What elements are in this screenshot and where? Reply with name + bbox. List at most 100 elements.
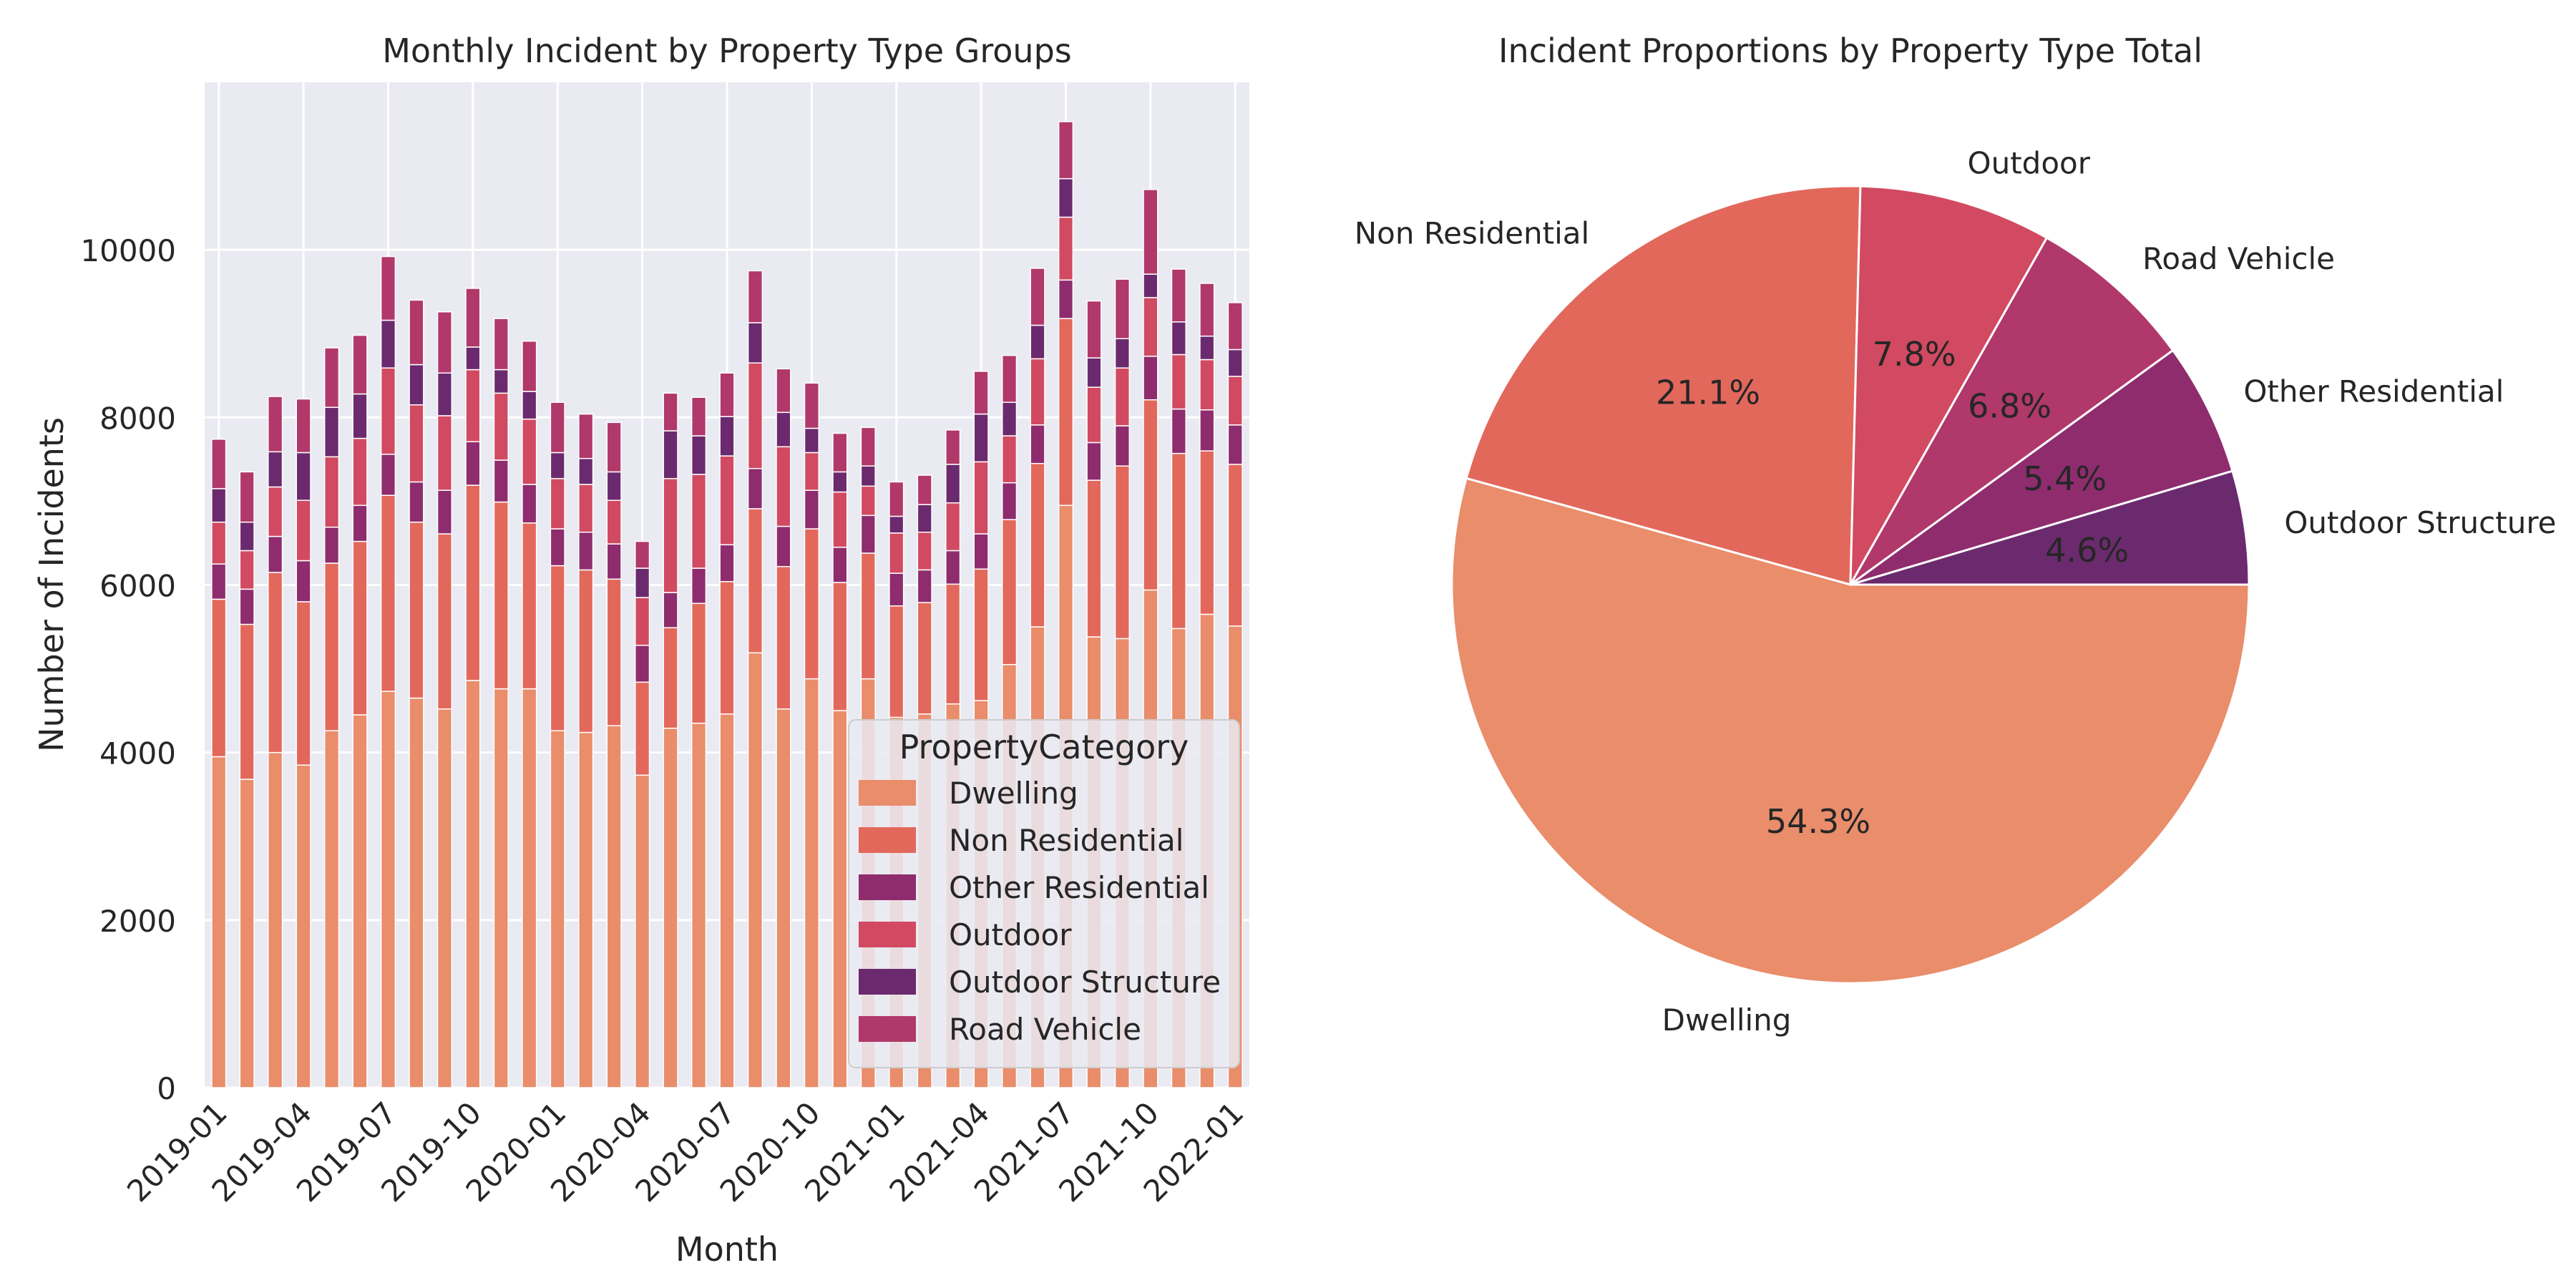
bar-segment-other-residential bbox=[578, 531, 594, 571]
bar-segment-other-residential bbox=[211, 563, 227, 600]
bar-segment-non-residential bbox=[635, 681, 650, 776]
bar-segment-outdoor-structure bbox=[211, 488, 227, 523]
bar-segment-other-residential bbox=[635, 645, 650, 683]
legend-swatch-road-vehicle bbox=[859, 1016, 916, 1042]
bar-segment-non-residential bbox=[239, 623, 255, 780]
bar-segment-other-residential bbox=[1001, 482, 1018, 520]
bar-segment-outdoor bbox=[832, 491, 848, 548]
bar-segment-road-vehicle bbox=[380, 255, 396, 321]
bar-segment-non-residential bbox=[1001, 519, 1018, 665]
bar-segment-dwelling bbox=[239, 779, 255, 1088]
pie-category-label-dwelling: Dwelling bbox=[1662, 1002, 1792, 1038]
bar-segment-road-vehicle bbox=[691, 396, 707, 436]
bar-segment-road-vehicle bbox=[917, 474, 932, 505]
bar-segment-outdoor bbox=[1058, 216, 1074, 281]
bar-segment-dwelling bbox=[522, 688, 537, 1088]
bar-segment-other-residential bbox=[945, 550, 961, 585]
bar-segment-road-vehicle bbox=[522, 341, 537, 392]
pie-pct-label-outdoor: 7.8% bbox=[1873, 335, 1956, 374]
bar-segment-other-residential bbox=[1143, 356, 1158, 401]
bar-segment-road-vehicle bbox=[747, 270, 763, 323]
bar-segment-non-residential bbox=[578, 569, 594, 733]
bar-segment-other-residential bbox=[296, 560, 311, 602]
bar-segment-dwelling bbox=[719, 713, 735, 1088]
bar-segment-non-residential bbox=[1227, 464, 1243, 627]
pie-category-label-road-vehicle: Road Vehicle bbox=[2142, 241, 2335, 276]
bar-segment-dwelling bbox=[323, 730, 340, 1088]
bar-segment-outdoor bbox=[719, 455, 735, 546]
bar-segment-outdoor-structure bbox=[1058, 177, 1074, 218]
bar-segment-outdoor bbox=[691, 474, 707, 569]
bar-x-tick-labels: 2019-012019-042019-072019-102020-012020-… bbox=[120, 1095, 1250, 1209]
bar-segment-outdoor-structure bbox=[1227, 348, 1243, 377]
bar-segment-outdoor bbox=[1143, 297, 1158, 357]
bar-segment-outdoor bbox=[1030, 358, 1045, 426]
bar-segment-non-residential bbox=[804, 528, 819, 680]
bar-segment-outdoor bbox=[409, 404, 424, 483]
bar-segment-road-vehicle bbox=[268, 396, 283, 453]
bar-segment-non-residential bbox=[1114, 465, 1131, 640]
bar-segment-outdoor-structure bbox=[889, 515, 904, 534]
legend-swatch-dwelling bbox=[859, 780, 916, 806]
bar-segment-outdoor-structure bbox=[663, 430, 678, 479]
bar-segment-dwelling bbox=[804, 678, 819, 1088]
pie-pct-label-non-residential: 21.1% bbox=[1656, 373, 1760, 411]
bar-segment-outdoor bbox=[268, 486, 283, 537]
pie-slice-dwelling bbox=[1450, 477, 2250, 985]
bar-segment-dwelling bbox=[436, 708, 453, 1088]
bar-segment-road-vehicle bbox=[804, 382, 819, 429]
bar-segment-non-residential bbox=[352, 540, 368, 716]
bar-segment-other-residential bbox=[973, 533, 989, 570]
bar-segment-outdoor-structure bbox=[776, 411, 791, 448]
bar-segment-non-residential bbox=[493, 501, 509, 690]
bar-segment-dwelling bbox=[606, 725, 622, 1088]
bar-segment-outdoor bbox=[522, 418, 537, 485]
bar-segment-other-residential bbox=[522, 484, 537, 524]
bar-segment-outdoor-structure bbox=[832, 471, 848, 493]
legend-label-outdoor-structure: Outdoor Structure bbox=[949, 965, 1221, 1000]
pie-pct-label-other-residential: 5.4% bbox=[2023, 459, 2107, 498]
pie-category-label-outdoor-structure: Outdoor Structure bbox=[2284, 505, 2556, 540]
bar-segment-dwelling bbox=[635, 774, 650, 1088]
bar-segment-outdoor bbox=[436, 415, 453, 491]
bar-segment-dwelling bbox=[352, 714, 368, 1088]
bar-segment-outdoor-structure bbox=[436, 372, 453, 416]
bar-segment-outdoor bbox=[1199, 358, 1215, 411]
bar-segment-outdoor bbox=[550, 478, 565, 530]
bar-y-axis-label: Number of Incidents bbox=[32, 417, 71, 752]
bar-segment-other-residential bbox=[550, 528, 565, 567]
bar-segment-other-residential bbox=[691, 567, 707, 605]
bar-segment-outdoor bbox=[1086, 386, 1102, 444]
bar-segment-outdoor bbox=[776, 446, 791, 527]
bar-segment-non-residential bbox=[860, 552, 876, 680]
bar-segment-dwelling bbox=[550, 730, 565, 1088]
bar-segment-outdoor-structure bbox=[804, 427, 819, 454]
bar-segment-outdoor-structure bbox=[296, 452, 311, 501]
bar-segment-outdoor-structure bbox=[719, 416, 735, 457]
bar-segment-outdoor bbox=[1001, 435, 1018, 484]
bar-segment-other-residential bbox=[719, 544, 735, 582]
bar-segment-outdoor-structure bbox=[606, 471, 622, 501]
bar-segment-outdoor-structure bbox=[465, 346, 481, 371]
bar-segment-outdoor bbox=[323, 456, 340, 528]
bar-y-tick-label: 6000 bbox=[99, 569, 176, 604]
bar-segment-road-vehicle bbox=[1171, 268, 1186, 323]
bar-segment-non-residential bbox=[296, 601, 311, 766]
legend-label-other-residential: Other Residential bbox=[949, 870, 1209, 905]
bar-segment-outdoor bbox=[973, 461, 989, 535]
bar-y-tick-label: 8000 bbox=[99, 401, 176, 436]
bar-segment-non-residential bbox=[917, 602, 932, 715]
bar-segment-road-vehicle bbox=[550, 401, 565, 454]
bar-segment-other-residential bbox=[493, 459, 509, 503]
bar-segment-non-residential bbox=[747, 508, 763, 654]
legend-items: Dwelling Non Residential Other Residential… bbox=[859, 776, 1221, 1047]
bar-segment-outdoor-structure bbox=[1199, 336, 1215, 361]
bar-y-tick-label: 0 bbox=[157, 1071, 176, 1106]
bar-segment-non-residential bbox=[1171, 452, 1186, 630]
bar-segment-non-residential bbox=[945, 583, 961, 705]
bar-segment-outdoor-structure bbox=[578, 457, 594, 485]
bar-segment-dwelling bbox=[296, 764, 311, 1088]
bar-segment-other-residential bbox=[323, 526, 340, 564]
bar-segment-outdoor bbox=[211, 521, 227, 565]
bar-segment-dwelling bbox=[691, 722, 707, 1088]
